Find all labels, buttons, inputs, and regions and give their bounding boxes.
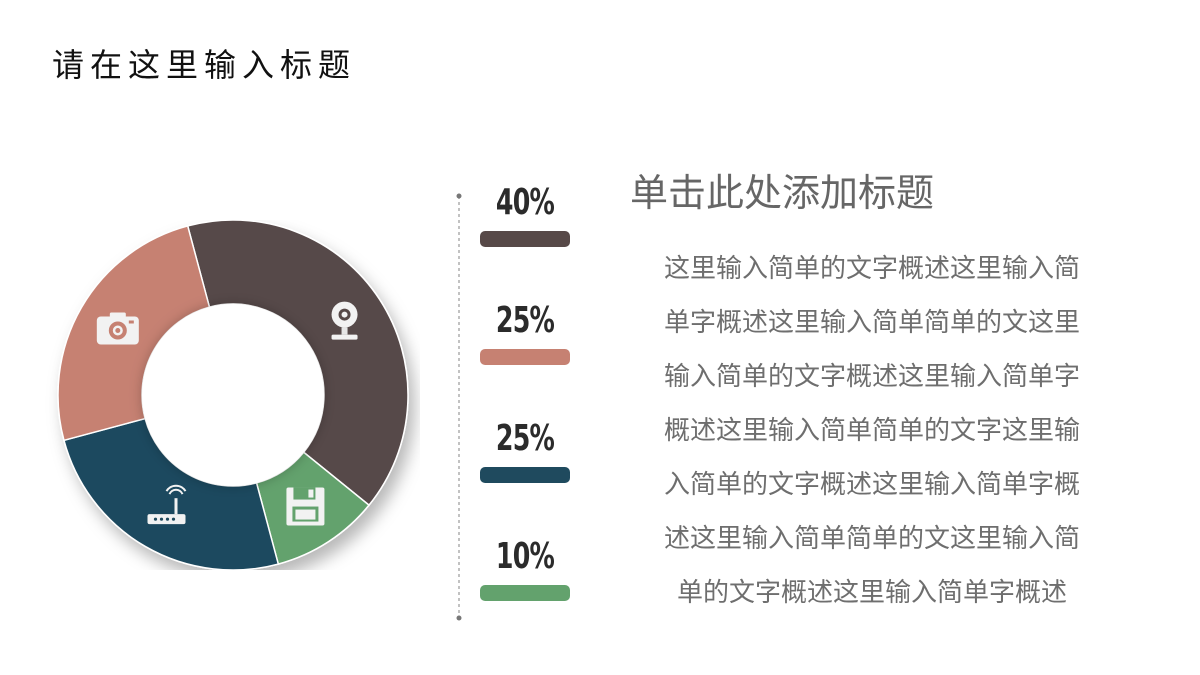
- percent-bar-3: [480, 467, 570, 483]
- webcam-icon: [331, 301, 358, 340]
- router-icon: [147, 484, 187, 525]
- percent-bar-1: [480, 231, 570, 247]
- percent-label-4: 10%: [495, 536, 555, 577]
- donut-hole: [142, 304, 324, 486]
- timeline-line: [456, 193, 462, 621]
- camera-icon: [96, 312, 139, 345]
- slide-title: 请在这里输入标题: [52, 46, 357, 84]
- text-body: 这里输入简单的文字概述这里输入简 单字概述这里输入简单简单的文这里 输入简单的文…: [663, 254, 1080, 608]
- text-title: 单击此处添加标题: [630, 171, 935, 215]
- percent-label-3: 25%: [495, 418, 555, 459]
- percent-bar-2: [480, 349, 570, 365]
- percent-label-2: 25%: [495, 300, 555, 341]
- percent-label-1: 40%: [495, 182, 555, 223]
- percent-bar-4: [480, 585, 570, 601]
- floppy-disk-icon: [286, 487, 325, 526]
- donut-chart: [57, 220, 409, 570]
